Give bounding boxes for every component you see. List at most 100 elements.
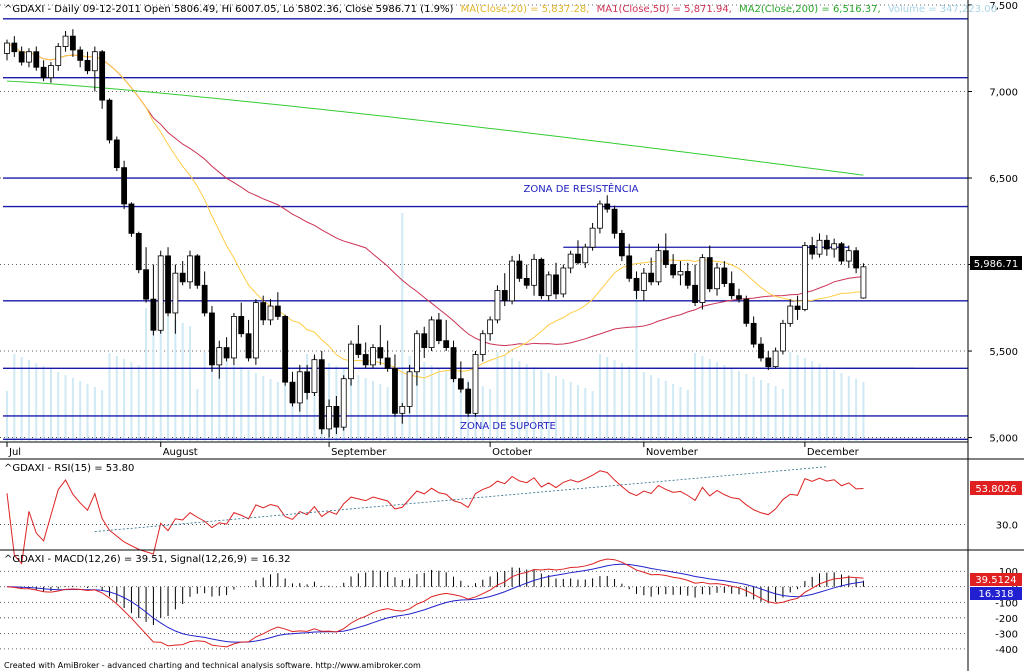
volume-bar (276, 382, 279, 441)
candle-body (787, 305, 794, 324)
candle-body (772, 350, 779, 368)
volume-bar (811, 361, 814, 441)
candle-body (699, 257, 706, 303)
price-tick-label: 7,000 (989, 88, 1018, 99)
volume-bar (152, 311, 155, 441)
volume-bar (672, 384, 675, 441)
volume-bar (569, 382, 572, 441)
macd-tick-label: -100 (995, 598, 1018, 609)
volume-bar (174, 320, 177, 441)
volume-bar (115, 356, 118, 441)
volume-bar (862, 382, 865, 441)
candle-body (296, 371, 303, 404)
volume-bar (781, 389, 784, 441)
volume-bar (518, 361, 521, 441)
volume-bar (254, 373, 257, 441)
volume-bar (840, 373, 843, 441)
candle-body (91, 51, 98, 72)
volume-bar (57, 372, 60, 441)
legend-ma200: MA2(Close,200) = 6,516.37, (739, 4, 881, 15)
candle-body (750, 322, 757, 345)
volume-bar (415, 359, 418, 441)
volume-bar (386, 387, 389, 441)
candle-body (575, 253, 581, 264)
volume-bar (196, 389, 199, 441)
candle-body (743, 298, 750, 324)
candle-body (597, 203, 603, 229)
candle-body (816, 239, 823, 255)
volume-bar (137, 365, 140, 441)
candle-body (289, 381, 296, 404)
candle-body (209, 312, 215, 366)
volume-bar (847, 376, 850, 441)
candle-body (326, 405, 332, 430)
candle-body (450, 347, 457, 380)
candle-body (435, 319, 442, 342)
volume-bar (796, 355, 799, 441)
candle-body (479, 333, 486, 355)
candle-body (860, 266, 867, 299)
signal-last-label: 16.318 (979, 589, 1014, 600)
legend-volume: Volume = 347,223.00 (888, 4, 997, 15)
candle-body (443, 340, 450, 348)
candle-body (135, 232, 142, 271)
volume-bar (650, 375, 653, 441)
macd-title: ^GDAXI - MACD(12,26) = 39.51, Signal(12,… (4, 554, 290, 565)
volume-bar (774, 386, 777, 441)
candle-body (33, 51, 40, 68)
candle-body (377, 347, 384, 359)
price-tick-label: 5,500 (989, 347, 1018, 358)
volume-bar (445, 371, 448, 441)
ma20-line (6, 42, 864, 379)
volume-bar (833, 370, 836, 441)
candle-body (736, 295, 742, 300)
volume-bar (503, 355, 506, 441)
candle-body (362, 354, 369, 366)
annotation-resistance: ZONA DE RESISTÊNCIA (523, 182, 638, 195)
volume-bar (620, 363, 623, 441)
rsi-lines (6, 466, 864, 565)
volume-bar (145, 308, 148, 441)
candle-body (538, 258, 545, 297)
candle-body (714, 267, 720, 290)
rsi-title: ^GDAXI - RSI(15) = 53.80 (4, 463, 134, 474)
rsi-pane: 30.0 ^GDAXI - RSI(15) = 53.80 53.8026 (0, 463, 1022, 565)
volume-bar (247, 370, 250, 441)
candle-body (684, 271, 691, 286)
rsi-last-badge: 53.8026 (970, 481, 1022, 495)
candle-body (99, 51, 106, 101)
candle-body (172, 272, 179, 314)
volume-bar (167, 317, 170, 441)
volume-bar (738, 371, 740, 441)
volume-bar (189, 326, 191, 441)
volume-bar (745, 374, 748, 441)
volume-bar (35, 363, 38, 441)
macd-lines (6, 558, 864, 648)
volume-bar (547, 373, 550, 441)
candle-body (157, 255, 164, 331)
volume-bar (210, 355, 213, 441)
volume-bar (555, 376, 557, 441)
ma50-line (6, 42, 864, 347)
volume-bar (240, 367, 243, 441)
volume-bar (694, 353, 697, 441)
signal-last-box (970, 587, 1022, 600)
candle-body (457, 378, 464, 390)
legend-ma20: MA(Close,20) = 5,837.28, (461, 4, 590, 15)
rsi-last-label: 53.8026 (975, 484, 1016, 495)
candle-body (494, 290, 501, 321)
candle-body (245, 333, 252, 359)
volume-bar (759, 380, 762, 441)
macd-last-label: 39.5124 (975, 575, 1016, 586)
volume-bar (606, 357, 609, 441)
candle-body (553, 274, 559, 295)
candle-body (560, 267, 567, 295)
price-title: ^GDAXI - Daily 09-12-2011 Open 5806.49, … (4, 4, 997, 15)
volume-bar (489, 389, 492, 441)
volume-bar (562, 379, 565, 441)
macd-tick-label: -200 (995, 614, 1018, 625)
candle-body (765, 357, 772, 368)
candle-body (40, 66, 47, 79)
candle-body (392, 367, 398, 414)
